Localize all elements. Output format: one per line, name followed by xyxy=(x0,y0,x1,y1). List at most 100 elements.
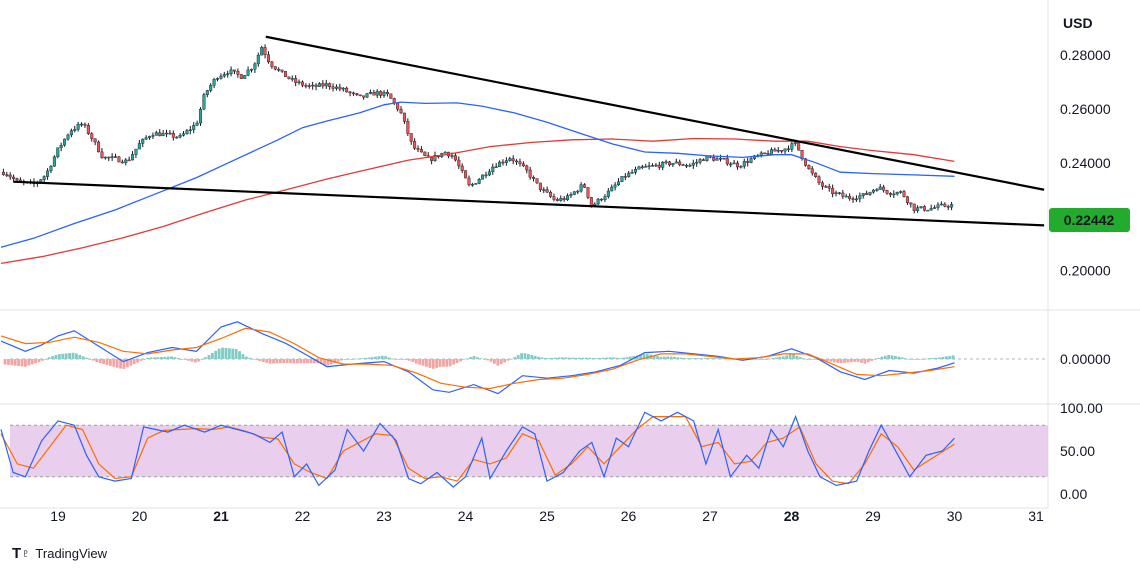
candle xyxy=(328,82,332,90)
candle xyxy=(297,79,301,85)
candle xyxy=(256,52,260,67)
candle xyxy=(18,177,22,182)
macd-histogram-bar xyxy=(676,357,680,359)
upper-trendline[interactable] xyxy=(265,35,1045,191)
candle xyxy=(12,174,16,182)
macd-histogram-bar xyxy=(628,356,632,359)
candle xyxy=(158,129,162,137)
macd-histogram-bar xyxy=(452,359,456,365)
candle xyxy=(630,169,634,174)
macd-histogram-bar xyxy=(299,359,303,364)
candle xyxy=(831,184,835,198)
macd-histogram-bar xyxy=(608,357,612,359)
candle xyxy=(283,71,287,78)
stochastic-d-line xyxy=(0,416,955,485)
macd-histogram-bar xyxy=(41,359,44,361)
candle xyxy=(620,176,624,183)
macd-histogram-bar xyxy=(465,358,469,360)
candle xyxy=(246,66,250,77)
candle xyxy=(443,151,447,154)
candle xyxy=(735,160,739,170)
tradingview-logo[interactable]: ⁠T♇ TradingView xyxy=(12,545,107,562)
candle xyxy=(178,133,182,139)
macd-histogram-bar xyxy=(71,352,75,359)
candle xyxy=(902,190,906,198)
x-tick-label: 21 xyxy=(213,508,229,524)
candle xyxy=(69,128,73,138)
macd-histogram-bar xyxy=(350,358,354,360)
candle xyxy=(627,170,631,178)
x-tick-label: 28 xyxy=(784,508,800,524)
candle xyxy=(97,140,101,153)
candle xyxy=(107,156,111,162)
macd-histogram-bar xyxy=(764,359,768,360)
macd-histogram-bar xyxy=(353,358,357,360)
lower-trendline[interactable] xyxy=(13,180,1045,227)
macd-histogram-bar xyxy=(30,359,34,365)
candle xyxy=(324,79,328,89)
candle xyxy=(263,44,267,59)
candle xyxy=(555,197,559,202)
macd-histogram-bar xyxy=(815,359,819,360)
macd-histogram-bar xyxy=(425,359,428,367)
candle xyxy=(222,71,226,78)
currency-label[interactable]: USD xyxy=(1063,15,1093,31)
macd-histogram-bar xyxy=(679,357,683,359)
macd-histogram-bar xyxy=(221,347,224,359)
candle xyxy=(76,121,80,132)
macd-histogram-bar xyxy=(404,359,408,361)
candle xyxy=(317,82,321,87)
candle xyxy=(447,151,451,159)
macd-histogram-bar xyxy=(91,359,95,361)
candle xyxy=(185,128,189,135)
candle xyxy=(776,147,780,153)
macd-histogram-bar xyxy=(272,359,275,364)
candle xyxy=(90,132,94,142)
candle xyxy=(613,182,617,191)
macd-histogram-bar xyxy=(418,359,422,365)
macd-histogram-bar xyxy=(554,357,557,359)
candle xyxy=(487,168,491,177)
candle xyxy=(419,146,423,153)
macd-histogram-bar xyxy=(469,357,473,359)
candle xyxy=(154,130,158,136)
candle xyxy=(392,97,396,106)
macd-histogram-bar xyxy=(323,359,326,366)
candle xyxy=(943,202,947,208)
macd-histogram-bar xyxy=(326,359,330,366)
macd-histogram-bar xyxy=(445,359,449,367)
macd-histogram-bar xyxy=(210,352,214,359)
candle xyxy=(498,160,502,167)
candle xyxy=(545,186,549,193)
candle xyxy=(219,73,223,80)
candle xyxy=(654,162,658,168)
candle xyxy=(226,70,230,78)
macd-histogram-bar xyxy=(377,356,381,359)
macd-histogram-bar xyxy=(622,357,625,359)
candle xyxy=(477,177,481,185)
candle xyxy=(552,193,556,202)
macd-histogram-bar xyxy=(333,359,337,363)
macd-histogram-bar xyxy=(200,359,204,360)
candle xyxy=(253,62,257,74)
macd-histogram-bar xyxy=(387,357,391,359)
macd-histogram-bar xyxy=(68,353,71,359)
candle xyxy=(817,175,821,186)
macd-histogram-bar xyxy=(88,359,92,360)
candle xyxy=(651,163,655,167)
candle xyxy=(678,159,682,167)
ma-slow-line xyxy=(0,137,955,265)
candle xyxy=(273,66,277,71)
macd-histogram-bar xyxy=(870,359,874,361)
candle xyxy=(593,202,597,206)
candle xyxy=(865,190,869,195)
candle xyxy=(117,155,121,163)
candle xyxy=(382,90,386,98)
macd-histogram-bar xyxy=(193,359,197,363)
macd-histogram-bar xyxy=(924,358,928,360)
candle xyxy=(137,139,141,150)
macd-histogram-bar xyxy=(560,357,564,359)
candle xyxy=(542,187,546,194)
candle xyxy=(739,165,743,169)
